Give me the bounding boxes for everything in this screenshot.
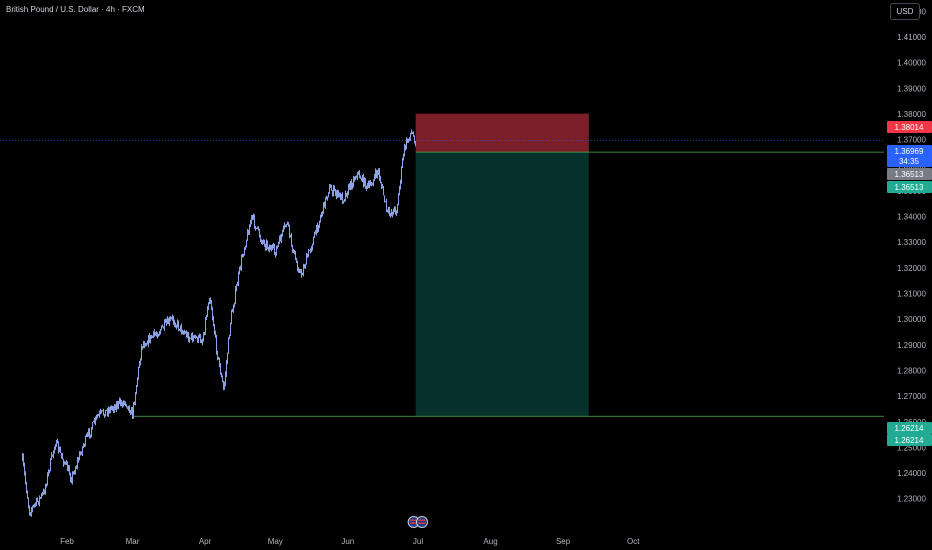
x-tick-label: Apr: [199, 537, 212, 546]
us-flag-icon[interactable]: [407, 516, 420, 528]
take-profit-zone[interactable]: [415, 152, 589, 417]
y-tick-label: 1.38000: [897, 110, 926, 119]
x-tick-label: May: [268, 537, 283, 546]
price-axis-label: [887, 181, 932, 193]
y-tick-label: 1.40000: [897, 59, 926, 68]
y-tick-label: 1.30000: [897, 315, 926, 324]
price-axis-label: [887, 121, 932, 133]
price-label-text: 1.26214: [895, 424, 924, 433]
y-tick-label: 1.33000: [897, 238, 926, 247]
price-axis-label: [887, 168, 932, 180]
price-label-text: 1.36513: [895, 170, 924, 179]
y-tick-label: 1.23000: [897, 495, 926, 504]
price-axis-label: [887, 145, 932, 167]
price-label-text: 1.26214: [895, 436, 924, 445]
y-tick-label: 1.29000: [897, 341, 926, 350]
x-tick-label: Jun: [341, 537, 354, 546]
y-tick-label: 1.39000: [897, 84, 926, 93]
price-label-text: 1.36969: [895, 147, 924, 156]
price-axis-label: [887, 422, 932, 434]
stop-loss-zone[interactable]: [415, 113, 589, 153]
y-tick-label: 1.24000: [897, 469, 926, 478]
y-tick-label: 1.31000: [897, 290, 926, 299]
x-tick-label: Jul: [413, 537, 423, 546]
currency-button[interactable]: USD: [890, 3, 920, 20]
price-label-text: 1.36513: [895, 183, 924, 192]
symbol-title: British Pound / U.S. Dollar · 4h · FXCM: [6, 5, 145, 14]
y-tick-label: 1.41000: [897, 33, 926, 42]
y-tick-label: 1.27000: [897, 392, 926, 401]
x-tick-label: Oct: [627, 537, 640, 546]
x-tick-label: Feb: [60, 537, 74, 546]
y-tick-label: 1.32000: [897, 264, 926, 273]
y-tick-label: 1.37000: [897, 136, 926, 145]
x-tick-label: Mar: [126, 537, 140, 546]
x-tick-label: Aug: [483, 537, 497, 546]
countdown-text: 34:35: [899, 157, 920, 166]
price-label-text: 1.38014: [895, 123, 924, 132]
y-tick-label: 1.28000: [897, 366, 926, 375]
x-tick-label: Sep: [556, 537, 571, 546]
y-tick-label: 1.25000: [897, 443, 926, 452]
price-axis-label: [887, 434, 932, 446]
us-flag-icon[interactable]: [416, 516, 428, 528]
y-tick-label: 1.34000: [897, 213, 926, 222]
